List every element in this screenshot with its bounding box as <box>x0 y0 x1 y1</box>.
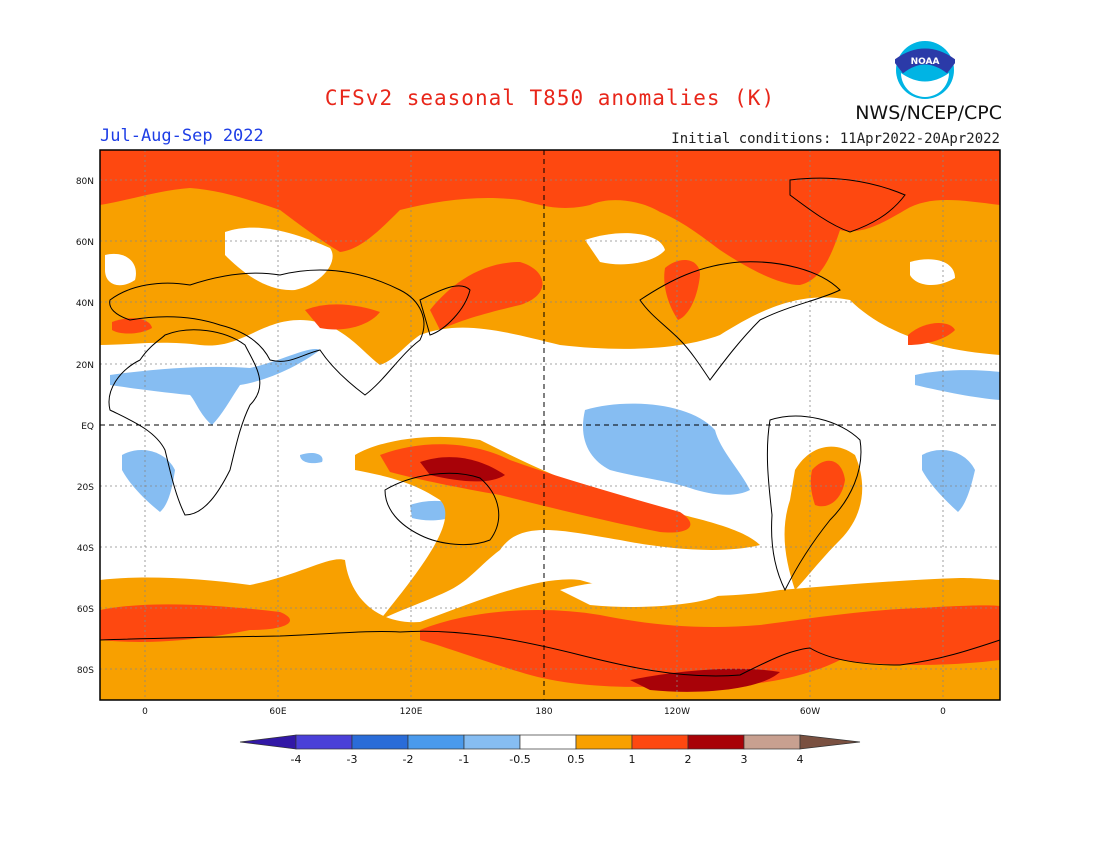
lon-label-180: 180 <box>535 707 552 717</box>
colorbar-tick-minus4: -4 <box>291 753 302 766</box>
coastlines <box>99 177 1001 677</box>
indian-ocean-negative <box>300 452 323 464</box>
map-title: CFSv2 seasonal T850 anomalies (K) <box>324 86 776 110</box>
colorbar-swatch-2-3 <box>687 734 745 750</box>
north-america-coast <box>639 261 841 381</box>
lon-label-120e: 120E <box>400 707 423 717</box>
antarctic-dark-red <box>630 668 780 692</box>
grid <box>100 150 1000 700</box>
colorbar-ticks: -4 -3 -2 -1 -0.5 0.5 1 2 3 4 <box>291 753 804 766</box>
colorbar-swatch-above-4 <box>799 734 861 750</box>
lat-label-eq: EQ <box>81 422 94 432</box>
japan-coast <box>419 285 471 336</box>
southern-ocean-red-west <box>100 604 290 642</box>
lat-label-40s: 40S <box>77 544 94 554</box>
south-pacific-neutral-pocket <box>560 580 720 607</box>
western-pacific-dark-red <box>420 457 505 482</box>
atlantic-africa-negative-east <box>915 370 1000 400</box>
greenland-coast <box>789 177 906 233</box>
colorbar-swatch-05-1 <box>575 734 633 750</box>
lat-label-60s: 60S <box>77 605 94 615</box>
lat-label-80s: 80S <box>77 666 94 676</box>
australia-coast <box>384 472 500 545</box>
colorbar <box>239 734 861 750</box>
colorbar-tick-2: 2 <box>685 753 692 766</box>
europe-neutral-east <box>910 259 955 286</box>
lat-label-80n: 80N <box>76 177 94 187</box>
noaa-logo: NOAA <box>895 41 955 99</box>
colorbar-swatch-3-4 <box>743 734 801 750</box>
longitude-labels: 0 60E 120E 180 120W 60W 0 <box>142 707 946 717</box>
lat-label-20s: 20S <box>77 483 94 493</box>
antarctica-coast-west <box>99 630 401 641</box>
season-label: Jul-Aug-Sep 2022 <box>100 126 264 146</box>
colorbar-swatch-neutral <box>519 734 577 750</box>
arctic-red-band <box>100 150 1000 285</box>
south-america-coast <box>766 415 862 592</box>
colorbar-tick-4: 4 <box>797 753 804 766</box>
lon-label-0: 0 <box>142 707 148 717</box>
southern-africa-negative <box>122 450 175 512</box>
antarctica-coast <box>399 630 1001 677</box>
logo-text: NOAA <box>911 57 940 67</box>
lat-label-60n: 60N <box>76 238 94 248</box>
colorbar-swatch-minus4-minus3 <box>295 734 353 750</box>
colorbar-tick-minus1: -1 <box>459 753 470 766</box>
colorbar-tick-minus3: -3 <box>347 753 358 766</box>
africa-arabia-negative <box>110 349 320 425</box>
antarctic-orange <box>100 687 1000 700</box>
lon-label-60w: 60W <box>800 707 820 717</box>
africa-coast <box>108 329 261 516</box>
latitude-labels: 80N 60N 40N 20N EQ 20S 40S 60S 80S <box>76 177 94 676</box>
lon-label-60e: 60E <box>269 707 286 717</box>
colorbar-tick-3: 3 <box>741 753 748 766</box>
lon-label-120w: 120W <box>664 707 690 717</box>
east-pacific-negative <box>582 403 750 495</box>
mediterranean-red <box>112 318 152 334</box>
west-us-red <box>664 259 700 320</box>
agency-label: NWS/NCEP/CPC <box>855 102 1002 124</box>
colorbar-swatch-1-2 <box>631 734 689 750</box>
colorbar-swatch-minus1-minus05 <box>463 734 521 750</box>
lat-label-20n: 20N <box>76 361 94 371</box>
colorbar-tick-1: 1 <box>629 753 636 766</box>
colorbar-swatch-below-minus4 <box>239 734 297 750</box>
southern-africa-negative-east <box>922 450 975 512</box>
brazil-red <box>810 460 845 507</box>
eurasia-south-coast <box>109 269 425 396</box>
colorbar-tick-05: 0.5 <box>567 753 585 766</box>
lon-label-0-east: 0 <box>940 707 946 717</box>
anomaly-fills <box>100 150 1000 700</box>
colorbar-swatch-minus2-minus1 <box>407 734 465 750</box>
lat-label-40n: 40N <box>76 299 94 309</box>
colorbar-swatch-minus3-minus2 <box>351 734 409 750</box>
colorbar-tick-minus2: -2 <box>403 753 414 766</box>
mediterranean-red-east <box>908 323 955 345</box>
middle-east-red <box>305 304 380 330</box>
europe-neutral <box>105 253 136 286</box>
initial-conditions-label: Initial conditions: 11Apr2022-20Apr2022 <box>671 131 1000 147</box>
southern-ocean-red-east <box>420 605 1000 687</box>
colorbar-tick-minus05: -0.5 <box>509 753 530 766</box>
central-asia-neutral <box>225 227 333 291</box>
map-frame <box>99 149 1001 701</box>
